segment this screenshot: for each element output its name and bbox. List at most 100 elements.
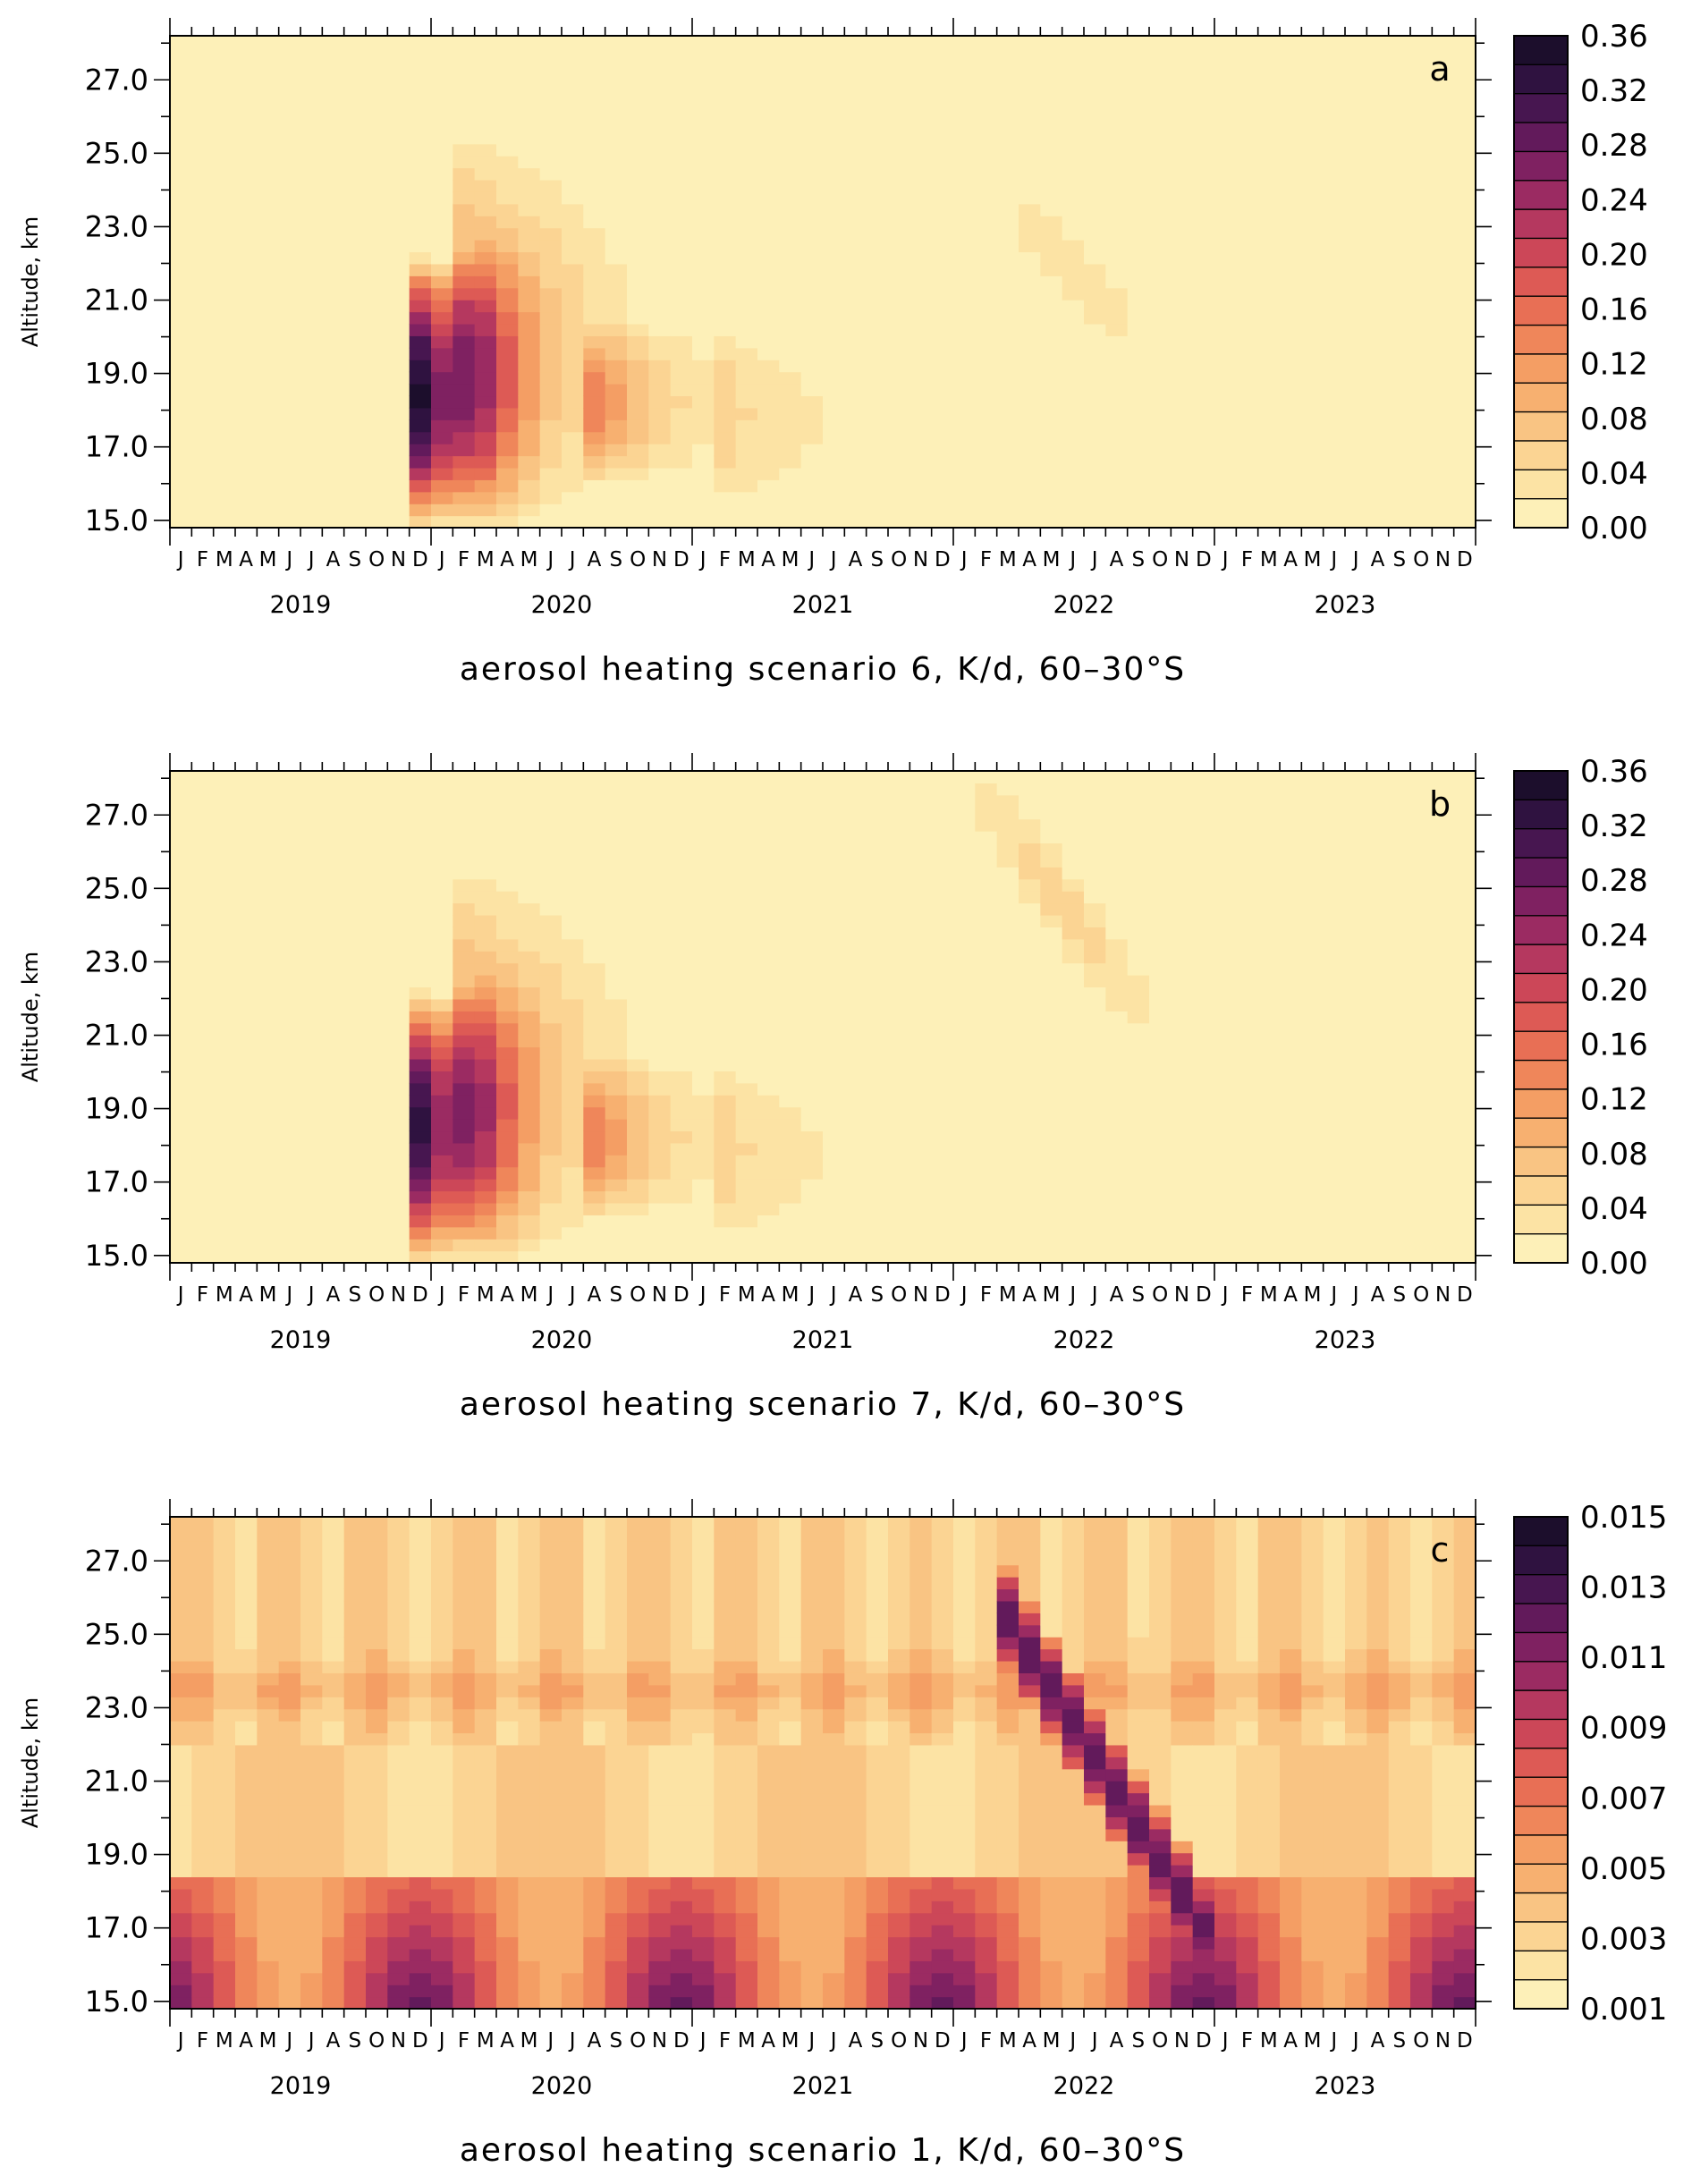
heatmap-cell bbox=[953, 96, 976, 109]
heatmap-cell bbox=[823, 1250, 845, 1264]
heatmap-cell bbox=[1257, 1215, 1281, 1228]
heatmap-cell bbox=[343, 902, 367, 916]
heatmap-cell bbox=[431, 360, 453, 373]
heatmap-cell bbox=[213, 1035, 236, 1048]
heatmap-cell bbox=[213, 455, 236, 469]
heatmap-cell bbox=[648, 986, 672, 1000]
heatmap-cell bbox=[909, 156, 933, 169]
heatmap-cell bbox=[366, 867, 388, 880]
heatmap-cell bbox=[170, 1058, 192, 1071]
heatmap-cell bbox=[844, 842, 867, 856]
heatmap-cell bbox=[605, 467, 628, 480]
heatmap-cell bbox=[453, 444, 476, 457]
heatmap-cell bbox=[1019, 216, 1041, 229]
heatmap-cell bbox=[931, 191, 954, 205]
heatmap-cell bbox=[605, 300, 628, 313]
heatmap-cell bbox=[539, 1071, 563, 1084]
heatmap-cell bbox=[953, 1202, 976, 1215]
heatmap-cell bbox=[278, 1239, 301, 1252]
heatmap-cell bbox=[278, 419, 301, 433]
heatmap-cell bbox=[757, 842, 780, 856]
heatmap-cell bbox=[1301, 275, 1324, 289]
heatmap-cell bbox=[300, 311, 323, 325]
heatmap-cell bbox=[1214, 1166, 1237, 1180]
heatmap-cell bbox=[539, 491, 563, 504]
heatmap-cell bbox=[191, 927, 215, 940]
heatmap-cell bbox=[539, 1202, 563, 1215]
heatmap-cell bbox=[1236, 143, 1259, 157]
heatmap-cell bbox=[322, 479, 345, 493]
heatmap-cell bbox=[975, 938, 998, 952]
heatmap-cell bbox=[1084, 179, 1106, 192]
heatmap-cell bbox=[888, 347, 910, 360]
heatmap-cell bbox=[648, 131, 672, 145]
y-tick-label: 23.0 bbox=[85, 209, 148, 243]
heatmap-cell bbox=[1149, 914, 1172, 927]
heatmap-cell bbox=[844, 96, 867, 109]
heatmap-cell bbox=[735, 143, 758, 157]
heatmap-cell bbox=[1149, 203, 1172, 216]
heatmap-cell bbox=[1062, 131, 1085, 145]
heatmap-cell bbox=[1345, 47, 1367, 61]
heatmap-cell bbox=[1410, 395, 1433, 409]
heatmap-cell bbox=[1127, 807, 1150, 820]
heatmap-cell bbox=[300, 395, 323, 409]
heatmap-cell bbox=[844, 914, 867, 927]
heatmap-cell bbox=[1257, 287, 1281, 301]
heatmap-cell bbox=[1323, 311, 1346, 325]
heatmap-cell bbox=[409, 783, 432, 796]
heatmap-cell bbox=[583, 1106, 606, 1120]
heatmap-cell bbox=[692, 1119, 715, 1132]
heatmap-cell bbox=[1280, 384, 1302, 397]
heatmap-cell bbox=[1257, 83, 1281, 97]
heatmap-cell bbox=[300, 407, 323, 420]
heatmap-cell bbox=[975, 854, 998, 868]
heatmap-cell bbox=[1127, 1179, 1150, 1192]
heatmap-cell bbox=[453, 203, 476, 216]
heatmap-cell bbox=[343, 794, 367, 808]
heatmap-cell bbox=[518, 1095, 541, 1108]
heatmap-cell bbox=[1040, 927, 1063, 940]
heatmap-cell bbox=[996, 179, 1019, 192]
heatmap-cell bbox=[1236, 36, 1259, 49]
heatmap-cell bbox=[1280, 783, 1302, 796]
heatmap-cell bbox=[953, 1082, 976, 1096]
heatmap-cell bbox=[1149, 1130, 1172, 1144]
heatmap-cell bbox=[322, 216, 345, 229]
heatmap-cell bbox=[1323, 867, 1346, 880]
heatmap-cell bbox=[1171, 1119, 1194, 1132]
heatmap-cell bbox=[453, 156, 476, 169]
heatmap-cell bbox=[1257, 1082, 1281, 1096]
heatmap-cell bbox=[453, 59, 476, 72]
heatmap-cell bbox=[931, 1155, 954, 1168]
heatmap-cell bbox=[1432, 360, 1455, 373]
heatmap-cell bbox=[605, 818, 628, 832]
heatmap-cell bbox=[779, 1082, 802, 1096]
heatmap-cell bbox=[213, 107, 236, 121]
heatmap-cell bbox=[692, 938, 715, 952]
heatmap-cell bbox=[975, 1035, 998, 1048]
heatmap-cell bbox=[800, 1082, 824, 1096]
heatmap-cell bbox=[779, 395, 802, 409]
heatmap-cell bbox=[844, 1035, 867, 1048]
heatmap-cell bbox=[1214, 479, 1237, 493]
heatmap-cell bbox=[1410, 431, 1433, 444]
heatmap-cell bbox=[366, 986, 388, 1000]
heatmap-cell bbox=[909, 455, 933, 469]
heatmap-cell bbox=[583, 1071, 606, 1084]
heatmap-cell bbox=[170, 1239, 192, 1252]
heatmap-cell bbox=[931, 1239, 954, 1252]
heatmap-cell bbox=[213, 807, 236, 820]
heatmap-cell bbox=[670, 1046, 693, 1060]
heatmap-cell bbox=[1280, 203, 1302, 216]
heatmap-cell bbox=[518, 902, 541, 916]
heatmap-cell bbox=[539, 1035, 563, 1048]
heatmap-cell bbox=[714, 59, 737, 72]
heatmap-cell bbox=[975, 914, 998, 927]
heatmap-cell bbox=[1366, 275, 1390, 289]
heatmap-cell bbox=[322, 783, 345, 796]
heatmap-cell bbox=[213, 36, 236, 49]
heatmap-cell bbox=[735, 156, 758, 169]
heatmap-cell bbox=[714, 1239, 737, 1252]
heatmap-cell bbox=[1171, 1011, 1194, 1024]
